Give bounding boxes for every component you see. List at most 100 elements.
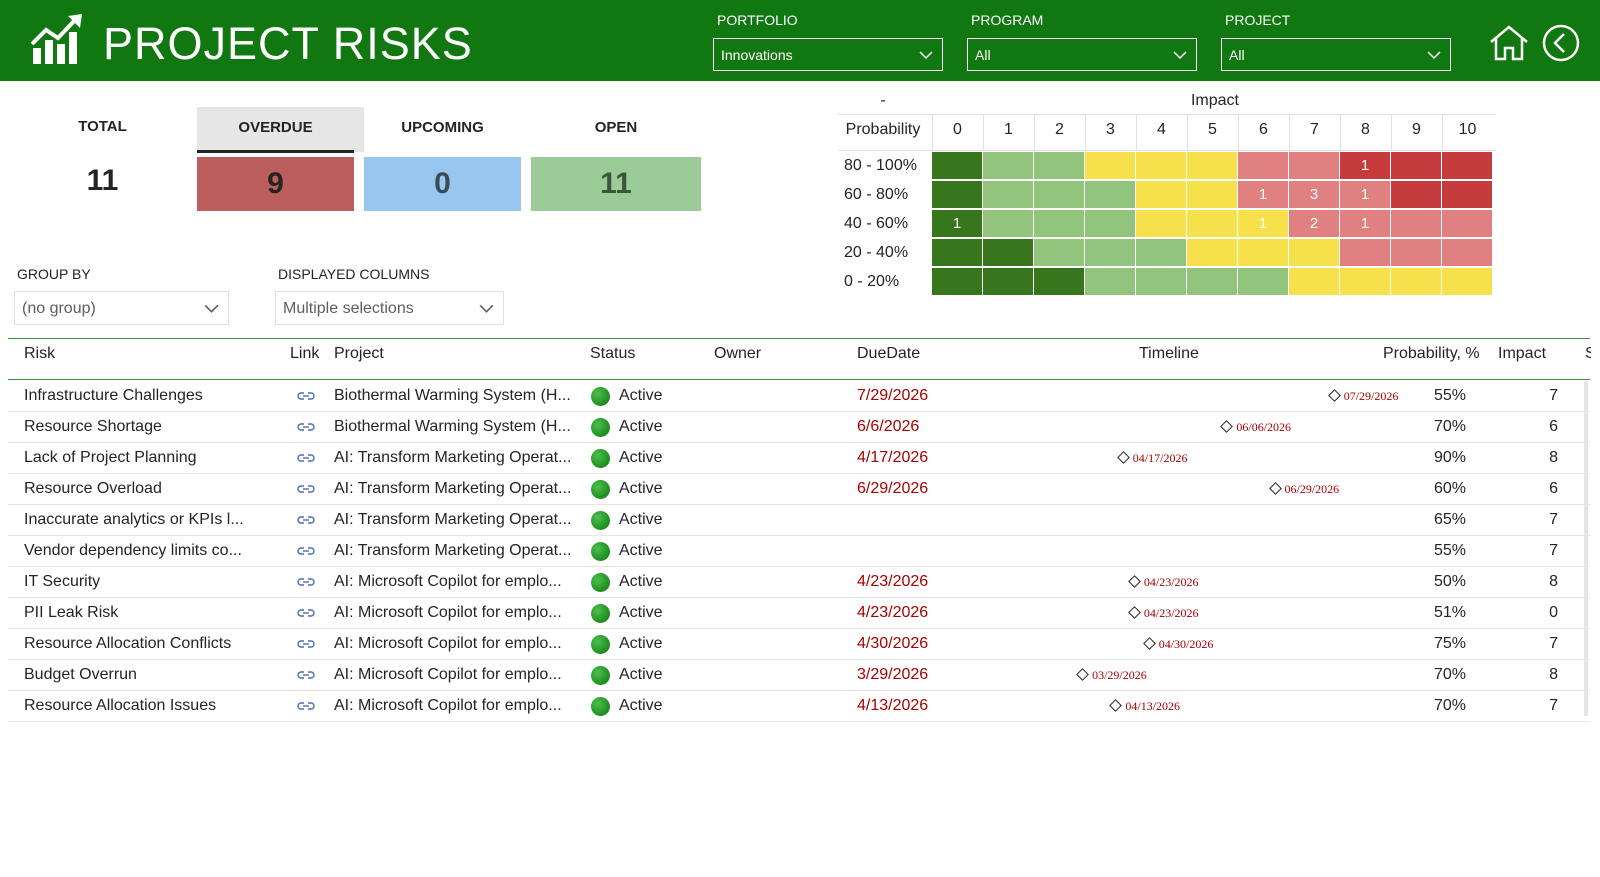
col-header-project[interactable]: Project	[334, 345, 384, 362]
heatmap-cell[interactable]	[1391, 210, 1442, 238]
heatmap-cell[interactable]	[932, 152, 983, 180]
kpi-open-value[interactable]: 11	[531, 157, 701, 211]
heatmap-cell[interactable]: 3	[1289, 181, 1340, 209]
table-row[interactable]: Resource Allocation Issues AI: Microsoft …	[8, 691, 1590, 722]
heatmap-cell[interactable]	[1340, 268, 1391, 296]
back-arrow-icon[interactable]	[1542, 24, 1580, 62]
link-icon[interactable]	[297, 482, 315, 496]
col-header-timeline[interactable]: Timeline	[1139, 345, 1199, 362]
project-name[interactable]: AI: Microsoft Copilot for emplo...	[334, 573, 562, 590]
project-name[interactable]: AI: Transform Marketing Operat...	[334, 511, 572, 528]
heatmap-cell[interactable]	[1187, 152, 1238, 180]
heatmap-cell[interactable]	[1289, 268, 1340, 296]
risk-name[interactable]: Resource Overload	[24, 480, 162, 497]
project-name[interactable]: AI: Microsoft Copilot for emplo...	[334, 635, 562, 652]
heatmap-cell[interactable]	[1238, 152, 1289, 180]
project-name[interactable]: AI: Microsoft Copilot for emplo...	[334, 697, 562, 714]
heatmap-cell[interactable]	[1085, 268, 1136, 296]
col-header-impact[interactable]: Impact	[1498, 345, 1547, 362]
link-icon[interactable]	[297, 389, 315, 403]
heatmap-cell[interactable]	[1136, 268, 1187, 296]
timeline-milestone[interactable]: 04/17/2026	[1116, 451, 1187, 466]
heatmap-cell[interactable]	[1187, 268, 1238, 296]
heatmap-cell[interactable]	[932, 239, 983, 267]
kpi-overdue-value[interactable]: 9	[197, 157, 354, 211]
kpi-upcoming-value[interactable]: 0	[364, 157, 521, 211]
risk-name[interactable]: PII Leak Risk	[24, 604, 119, 621]
heatmap-cell[interactable]	[983, 152, 1034, 180]
table-row[interactable]: Resource Overload AI: Transform Marketing…	[8, 474, 1590, 505]
col-header-extra[interactable]: S	[1585, 345, 1591, 362]
risk-name[interactable]: Resource Shortage	[24, 418, 162, 435]
table-row[interactable]: Lack of Project Planning AI: Transform Ma…	[8, 443, 1590, 474]
heatmap-cell[interactable]	[1136, 181, 1187, 209]
risk-name[interactable]: Budget Overrun	[24, 666, 137, 683]
link-icon[interactable]	[297, 606, 315, 620]
col-header-duedate[interactable]: DueDate	[857, 345, 921, 362]
heatmap-cell[interactable]	[1187, 210, 1238, 238]
timeline-milestone[interactable]: 06/06/2026	[1220, 420, 1291, 435]
heatmap-cell[interactable]	[1391, 152, 1442, 180]
heatmap-cell[interactable]	[983, 210, 1034, 238]
heatmap-cell[interactable]	[983, 239, 1034, 267]
project-name[interactable]: AI: Transform Marketing Operat...	[334, 449, 572, 466]
heatmap-cell[interactable]	[1034, 239, 1085, 267]
heatmap-cell[interactable]	[1391, 239, 1442, 267]
timeline-milestone[interactable]: 06/29/2026	[1268, 482, 1339, 497]
link-icon[interactable]	[297, 513, 315, 527]
group-by-dropdown[interactable]: (no group)	[14, 291, 229, 325]
col-header-status[interactable]: Status	[590, 345, 636, 362]
table-row[interactable]: PII Leak Risk AI: Microsoft Copilot for e…	[8, 598, 1590, 629]
heatmap-cell[interactable]	[1340, 239, 1391, 267]
heatmap-cell[interactable]: 1	[1238, 181, 1289, 209]
risk-name[interactable]: Infrastructure Challenges	[24, 387, 203, 404]
heatmap-cell[interactable]	[1085, 152, 1136, 180]
heatmap-cell[interactable]	[1442, 152, 1493, 180]
heatmap-cell[interactable]	[1136, 210, 1187, 238]
heatmap-cell[interactable]	[1085, 210, 1136, 238]
heatmap-cell[interactable]	[1391, 268, 1442, 296]
heatmap-cell[interactable]	[1034, 181, 1085, 209]
heatmap-cell[interactable]	[1238, 239, 1289, 267]
risk-name[interactable]: Resource Allocation Conflicts	[24, 635, 232, 652]
col-header-probability[interactable]: Probability, %	[1383, 345, 1480, 362]
project-name[interactable]: AI: Transform Marketing Operat...	[334, 542, 572, 559]
risk-name[interactable]: Inaccurate analytics or KPIs l...	[24, 511, 244, 528]
link-icon[interactable]	[297, 699, 315, 713]
timeline-milestone[interactable]: 04/13/2026	[1109, 699, 1180, 714]
table-row[interactable]: Budget Overrun AI: Microsoft Copilot for …	[8, 660, 1590, 691]
portfolio-filter-dropdown[interactable]: Innovations	[713, 38, 943, 71]
heatmap-cell[interactable]	[1085, 181, 1136, 209]
project-name[interactable]: AI: Microsoft Copilot for emplo...	[334, 666, 562, 683]
risk-name[interactable]: IT Security	[24, 573, 101, 590]
table-row[interactable]: Resource Shortage Biothermal Warming Syst…	[8, 412, 1590, 443]
project-name[interactable]: Biothermal Warming System (H...	[334, 387, 571, 404]
displayed-columns-dropdown[interactable]: Multiple selections	[275, 291, 504, 325]
kpi-upcoming-label[interactable]: UPCOMING	[401, 119, 484, 136]
timeline-milestone[interactable]: 04/30/2026	[1142, 637, 1213, 652]
link-icon[interactable]	[297, 420, 315, 434]
table-row[interactable]: Vendor dependency limits co... AI: Transf…	[8, 536, 1590, 567]
table-scrollbar[interactable]	[1584, 381, 1588, 716]
tab-overdue[interactable]	[197, 107, 364, 152]
risk-name[interactable]: Vendor dependency limits co...	[24, 542, 242, 559]
link-icon[interactable]	[297, 575, 315, 589]
heatmap-cell[interactable]	[1289, 239, 1340, 267]
heatmap-cell[interactable]	[1034, 152, 1085, 180]
heatmap-cell[interactable]: 1	[1238, 210, 1289, 238]
link-icon[interactable]	[297, 544, 315, 558]
table-row[interactable]: Inaccurate analytics or KPIs l... AI: Tra…	[8, 505, 1590, 536]
kpi-open-label[interactable]: OPEN	[594, 119, 638, 136]
heatmap-cell[interactable]: 1	[1340, 210, 1391, 238]
heatmap-cell[interactable]	[1289, 152, 1340, 180]
project-filter-dropdown[interactable]: All	[1221, 38, 1451, 71]
heatmap-cell[interactable]	[1034, 268, 1085, 296]
heatmap-cell[interactable]	[1085, 239, 1136, 267]
heatmap-cell[interactable]	[1442, 181, 1493, 209]
timeline-milestone[interactable]: 07/29/2026	[1327, 389, 1398, 404]
home-icon[interactable]	[1489, 24, 1529, 62]
heatmap-cell[interactable]	[983, 181, 1034, 209]
link-icon[interactable]	[297, 637, 315, 651]
project-name[interactable]: AI: Microsoft Copilot for emplo...	[334, 604, 562, 621]
program-filter-dropdown[interactable]: All	[967, 38, 1197, 71]
